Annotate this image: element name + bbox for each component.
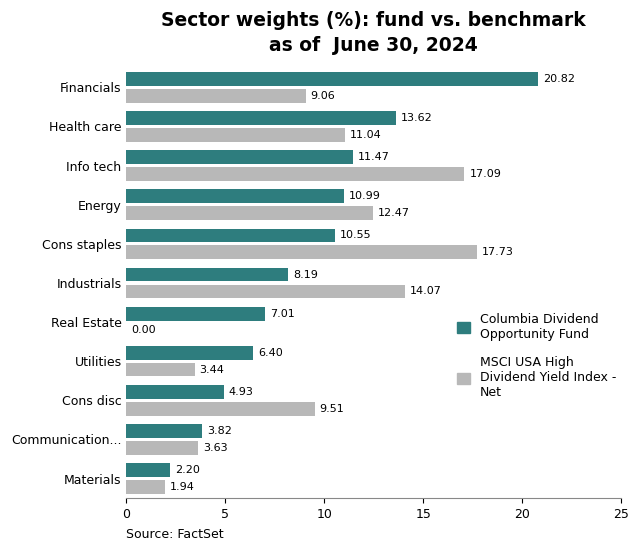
Bar — [127, 229, 335, 242]
Bar — [127, 307, 265, 321]
Bar — [127, 346, 253, 360]
Text: 6.40: 6.40 — [258, 348, 283, 358]
Text: 11.47: 11.47 — [358, 152, 390, 162]
Bar — [127, 72, 538, 86]
Text: 9.51: 9.51 — [319, 404, 344, 414]
Bar — [127, 284, 404, 298]
Text: 3.63: 3.63 — [204, 443, 228, 453]
Bar — [127, 441, 198, 455]
Title: Sector weights (%): fund vs. benchmark
as of  June 30, 2024: Sector weights (%): fund vs. benchmark a… — [161, 11, 586, 55]
Text: Source: FactSet: Source: FactSet — [127, 528, 224, 542]
Text: 1.94: 1.94 — [170, 482, 195, 492]
Text: 9.06: 9.06 — [310, 91, 335, 101]
Text: 10.99: 10.99 — [349, 192, 381, 201]
Bar — [127, 463, 170, 477]
Text: 10.55: 10.55 — [340, 230, 372, 241]
Bar — [127, 150, 353, 164]
Bar — [127, 111, 396, 125]
Text: 0.00: 0.00 — [131, 326, 156, 336]
Text: 4.93: 4.93 — [229, 387, 254, 397]
Text: 3.82: 3.82 — [207, 426, 232, 436]
Text: 2.20: 2.20 — [175, 465, 200, 475]
Bar — [127, 189, 344, 203]
Text: 11.04: 11.04 — [350, 130, 381, 140]
Bar — [127, 89, 306, 103]
Text: 3.44: 3.44 — [200, 365, 225, 375]
Bar — [127, 268, 289, 282]
Legend: Columbia Dividend
Opportunity Fund, MSCI USA High
Dividend Yield Index -
Net: Columbia Dividend Opportunity Fund, MSCI… — [453, 309, 620, 403]
Text: 14.07: 14.07 — [410, 286, 442, 296]
Text: 17.73: 17.73 — [482, 247, 514, 257]
Bar — [127, 167, 465, 181]
Bar — [127, 385, 224, 399]
Text: 17.09: 17.09 — [470, 169, 501, 179]
Bar — [127, 246, 477, 259]
Text: 13.62: 13.62 — [401, 113, 433, 123]
Bar — [127, 480, 165, 494]
Text: 8.19: 8.19 — [293, 269, 318, 279]
Text: 7.01: 7.01 — [270, 309, 295, 319]
Text: 12.47: 12.47 — [378, 208, 410, 218]
Bar — [127, 363, 195, 376]
Bar — [127, 128, 345, 142]
Bar — [127, 424, 202, 438]
Bar — [127, 402, 315, 416]
Text: 20.82: 20.82 — [543, 74, 575, 84]
Bar — [127, 206, 373, 220]
